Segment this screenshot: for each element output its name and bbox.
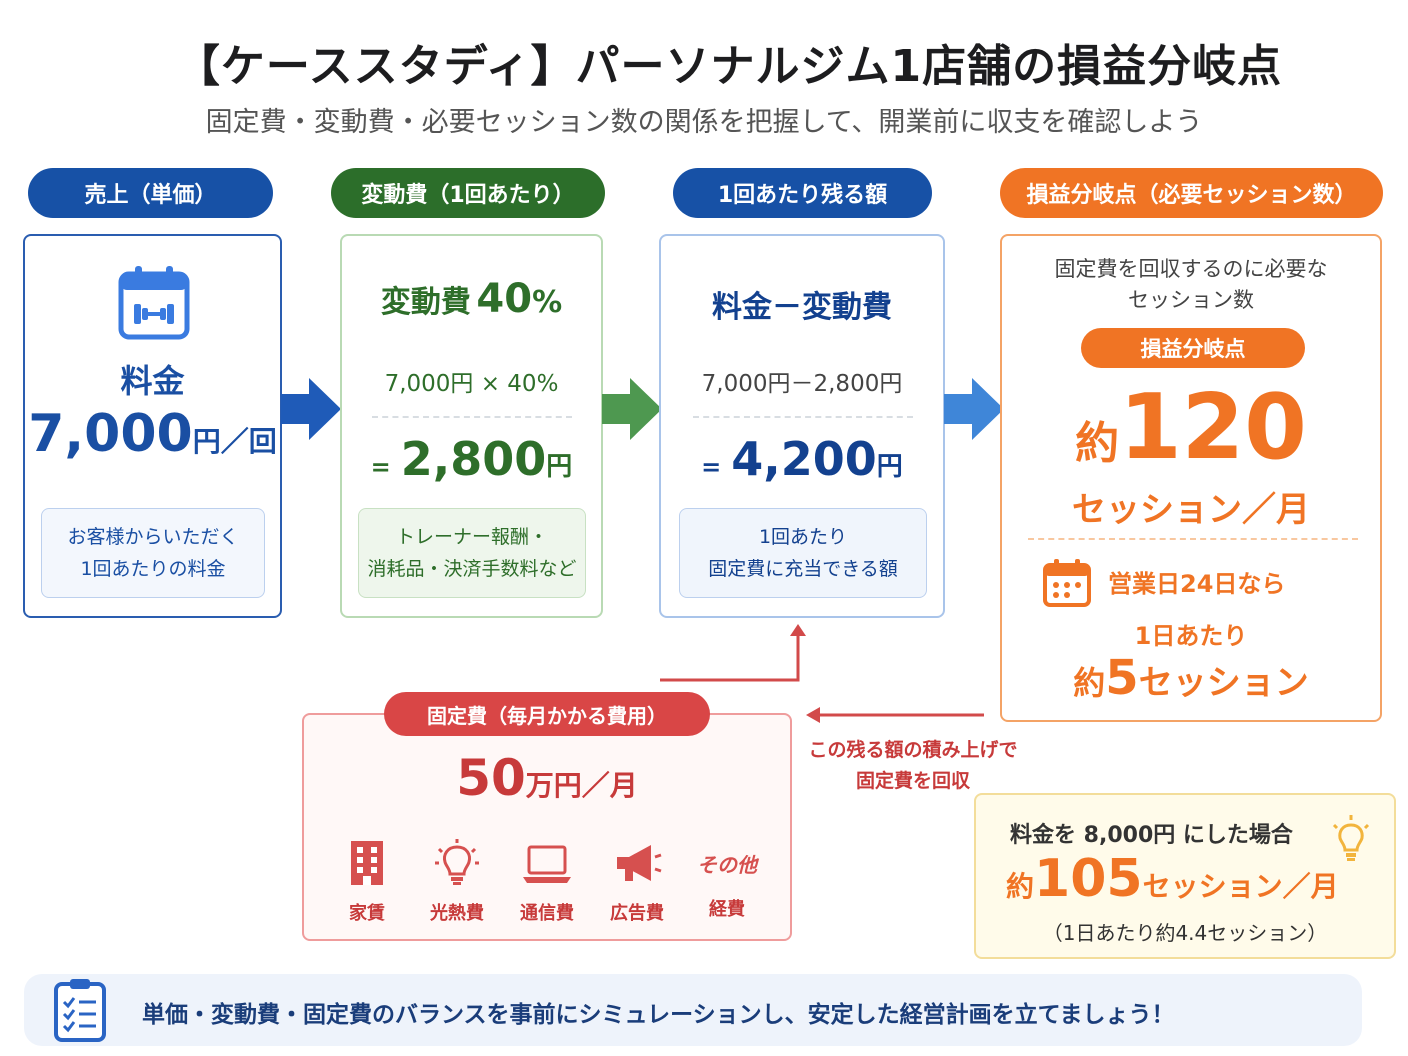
fixed-item-label: 家賃 <box>349 903 385 924</box>
alt-scenario-card: 料金を 8,000円 にした場合 約105セッション／月 （1日あたり約4.4セ… <box>974 793 1396 959</box>
variable-rate: 40 <box>476 276 533 322</box>
breakeven-main: 約120 <box>1002 378 1380 478</box>
variable-header: 変動費（1回あたり） <box>331 168 605 218</box>
fixed-header: 固定費（毎月かかる費用） <box>384 692 710 736</box>
remain-card: 料金－変動費 7,000円－2,800円 = 4,200円 1回あたり 固定費に充… <box>659 234 945 618</box>
breakeven-desc: 固定費を回収するのに必要な セッション数 <box>1002 254 1380 316</box>
breakeven-unit: セッション／月 <box>1072 490 1310 530</box>
page-title: 【ケーススタディ】パーソナルジム1店舗の損益分岐点 <box>175 41 1283 92</box>
variable-result: = 2,800円 <box>342 432 601 486</box>
breakeven-header: 損益分岐点（必要セッション数） <box>1000 168 1383 218</box>
breakeven-card: 固定費を回収するのに必要な セッション数 損益分岐点 約120 セッション／月 … <box>1000 234 1382 722</box>
remain-result: = 4,200円 <box>661 432 943 486</box>
footer-banner: 単価・変動費・固定費のバランスを事前にシミュレーションし、安定した経営計画を立て… <box>24 974 1362 1046</box>
variable-title-text: 変動費 <box>380 285 471 320</box>
variable-result-value: 2,800 <box>400 432 547 486</box>
breakeven-badge: 損益分岐点 <box>1081 328 1305 368</box>
fixed-card: 50万円／月 家賃 光熱費 通信費 <box>302 713 792 941</box>
fixed-item-rent: 家賃 <box>322 839 412 925</box>
fixed-amount: 50 <box>456 749 526 807</box>
recover-note-line1: この残る額の積み上げで <box>808 739 1018 761</box>
alt-main: 約105セッション／月 <box>1006 849 1339 909</box>
fixed-item-advertising: 広告費 <box>592 839 682 925</box>
fixed-item-communication: 通信費 <box>502 839 592 925</box>
sales-label: 料金 <box>120 362 185 400</box>
variable-formula: 7,000円 × 40% <box>384 371 559 397</box>
divider <box>693 416 913 418</box>
arrow-right-icon <box>944 378 1004 440</box>
lightbulb-icon <box>1332 815 1370 861</box>
recover-note: この残る額の積み上げで 固定費を回収 <box>800 735 1026 797</box>
variable-title: 変動費 40% <box>342 276 601 322</box>
other-icon: その他 <box>697 852 757 877</box>
remain-result-value: 4,200 <box>731 432 877 486</box>
breakeven-value: 120 <box>1119 375 1307 480</box>
fixed-item-label: 経費 <box>709 899 745 920</box>
recover-note-line2: 固定費を回収 <box>855 770 970 792</box>
variable-result-unit: 円 <box>546 452 573 482</box>
breakeven-per-day-prefix: 約 <box>1073 664 1106 702</box>
connector-up <box>660 634 800 682</box>
calendar-dumbbell-icon <box>118 266 190 340</box>
fixed-item-label: 広告費 <box>610 903 664 924</box>
breakeven-per-day-label: 1日あたり <box>1134 622 1248 650</box>
arrow-up-icon <box>790 624 806 636</box>
remain-note-line2: 固定費に充当できる額 <box>708 558 898 580</box>
alt-line1: 料金を 8,000円 にした場合 <box>1010 823 1293 848</box>
variable-note-line1: トレーナー報酬・ <box>395 526 548 548</box>
sales-note-line1: お客様からいただく <box>67 526 239 548</box>
alt-unit: セッション／月 <box>1142 870 1339 903</box>
fixed-unit: 万円／月 <box>525 769 638 802</box>
variable-eq: = <box>370 453 391 481</box>
arrow-right-icon <box>281 378 341 440</box>
fixed-amount-row: 50万円／月 <box>304 749 790 807</box>
building-icon <box>351 841 383 885</box>
remain-header: 1回あたり残る額 <box>673 168 932 218</box>
fixed-item-other: その他 経費 <box>682 839 772 921</box>
remain-note-line1: 1回あたり <box>758 526 848 548</box>
variable-note: トレーナー報酬・ 消耗品・決済手数料など <box>358 508 586 598</box>
connector-arrows <box>660 624 984 723</box>
breakeven-desc-line1: 固定費を回収するのに必要な <box>1054 257 1328 281</box>
remain-eq: = <box>701 453 722 481</box>
breakeven-prefix: 約 <box>1075 418 1120 469</box>
sales-note: お客様からいただく 1回あたりの料金 <box>41 508 265 598</box>
breakeven-per-day-value: 5 <box>1105 650 1139 706</box>
breakeven-desc-line2: セッション数 <box>1128 288 1254 312</box>
sales-price: 7,000円／回 <box>25 404 280 464</box>
divider <box>372 416 572 418</box>
alt-prefix: 約 <box>1006 870 1035 903</box>
calendar-icon <box>1043 559 1091 607</box>
alt-sub: （1日あたり約4.4セッション） <box>1042 921 1328 945</box>
fixed-item-label: 光熱費 <box>430 903 484 924</box>
fixed-item-utilities: 光熱費 <box>412 839 502 925</box>
fixed-item-label: 通信費 <box>520 903 574 924</box>
footer-text: 単価・変動費・固定費のバランスを事前にシミュレーションし、安定した経営計画を立て… <box>142 1002 1175 1028</box>
sales-amount: 7,000 <box>28 404 193 464</box>
remain-formula: 7,000円－2,800円 <box>701 371 903 397</box>
arrow-left-icon <box>806 707 820 723</box>
remain-note: 1回あたり 固定費に充当できる額 <box>679 508 927 598</box>
breakeven-days: 営業日24日なら <box>1108 570 1286 598</box>
variable-rate-unit: % <box>532 285 563 320</box>
remain-result-unit: 円 <box>876 452 903 482</box>
sales-unit: 円／回 <box>192 425 277 458</box>
megaphone-icon <box>617 845 662 881</box>
sales-card: 料金 7,000円／回 お客様からいただく 1回あたりの料金 <box>23 234 282 618</box>
breakeven-per-day-unit: セッション <box>1138 663 1309 703</box>
remain-title: 料金－変動費 <box>712 290 892 325</box>
sales-header: 売上（単価） <box>28 168 273 218</box>
laptop-icon <box>523 845 571 883</box>
alt-value: 105 <box>1034 849 1143 909</box>
divider <box>1028 538 1358 540</box>
variable-card: 変動費 40% 7,000円 × 40% = 2,800円 トレーナー報酬・ 消耗… <box>340 234 603 618</box>
arrow-right-icon <box>602 378 662 440</box>
page-subtitle: 固定費・変動費・必要セッション数の関係を把握して、開業前に収支を確認しよう <box>205 107 1203 138</box>
clipboard-checklist-icon <box>54 979 106 1042</box>
breakeven-per-day: 約5セッション <box>1002 650 1380 706</box>
variable-note-line2: 消耗品・決済手数料など <box>367 558 577 580</box>
lightbulb-icon <box>435 839 479 885</box>
sales-note-line2: 1回あたりの料金 <box>80 558 226 580</box>
